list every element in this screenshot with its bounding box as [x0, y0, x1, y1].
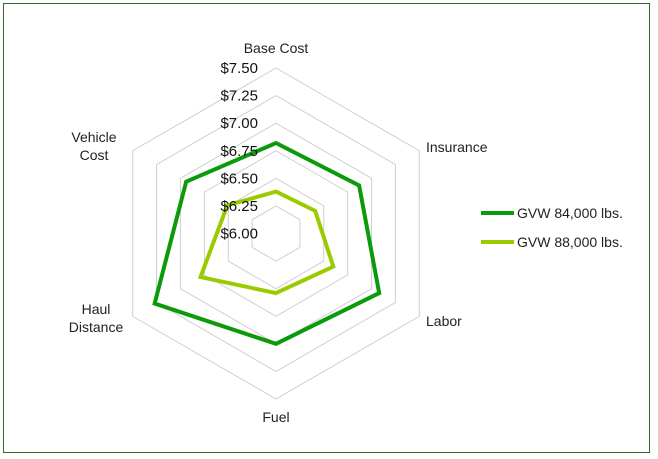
r-axis-tick-label: $6.50 [220, 170, 258, 187]
category-label: Cost [80, 147, 109, 163]
category-label: Base Cost [244, 40, 309, 56]
grid-ring [132, 67, 420, 400]
category-label: Haul [82, 301, 111, 317]
r-axis-tick-label: $6.00 [220, 226, 258, 243]
category-label: Fuel [262, 409, 289, 425]
grid-ring [203, 150, 349, 317]
grid-ring [251, 205, 301, 262]
series-line-0 [152, 140, 382, 346]
legend-label: GVW 84,000 lbs. [517, 205, 623, 221]
category-label: Distance [69, 319, 124, 335]
grid-ring [156, 95, 396, 372]
legend-label: GVW 88,000 lbs. [517, 234, 623, 250]
legend-swatch [481, 211, 514, 215]
legend-item-gvw-88000: GVW 88,000 lbs. [481, 234, 623, 250]
legend-item-gvw-84000: GVW 84,000 lbs. [481, 205, 623, 221]
r-axis-tick-label: $6.25 [220, 198, 258, 215]
category-label: Vehicle [71, 129, 116, 145]
category-label: Insurance [426, 139, 488, 155]
series-line-1 [197, 189, 336, 296]
chart-frame [3, 3, 650, 453]
r-axis-tick-label: $7.25 [220, 88, 258, 105]
r-axis-tick-label: $7.50 [220, 60, 258, 77]
legend-swatch [481, 240, 514, 244]
r-axis-tick-label: $7.00 [220, 115, 258, 132]
r-axis-tick-label: $6.75 [220, 143, 258, 160]
category-label: Labor [426, 313, 462, 329]
